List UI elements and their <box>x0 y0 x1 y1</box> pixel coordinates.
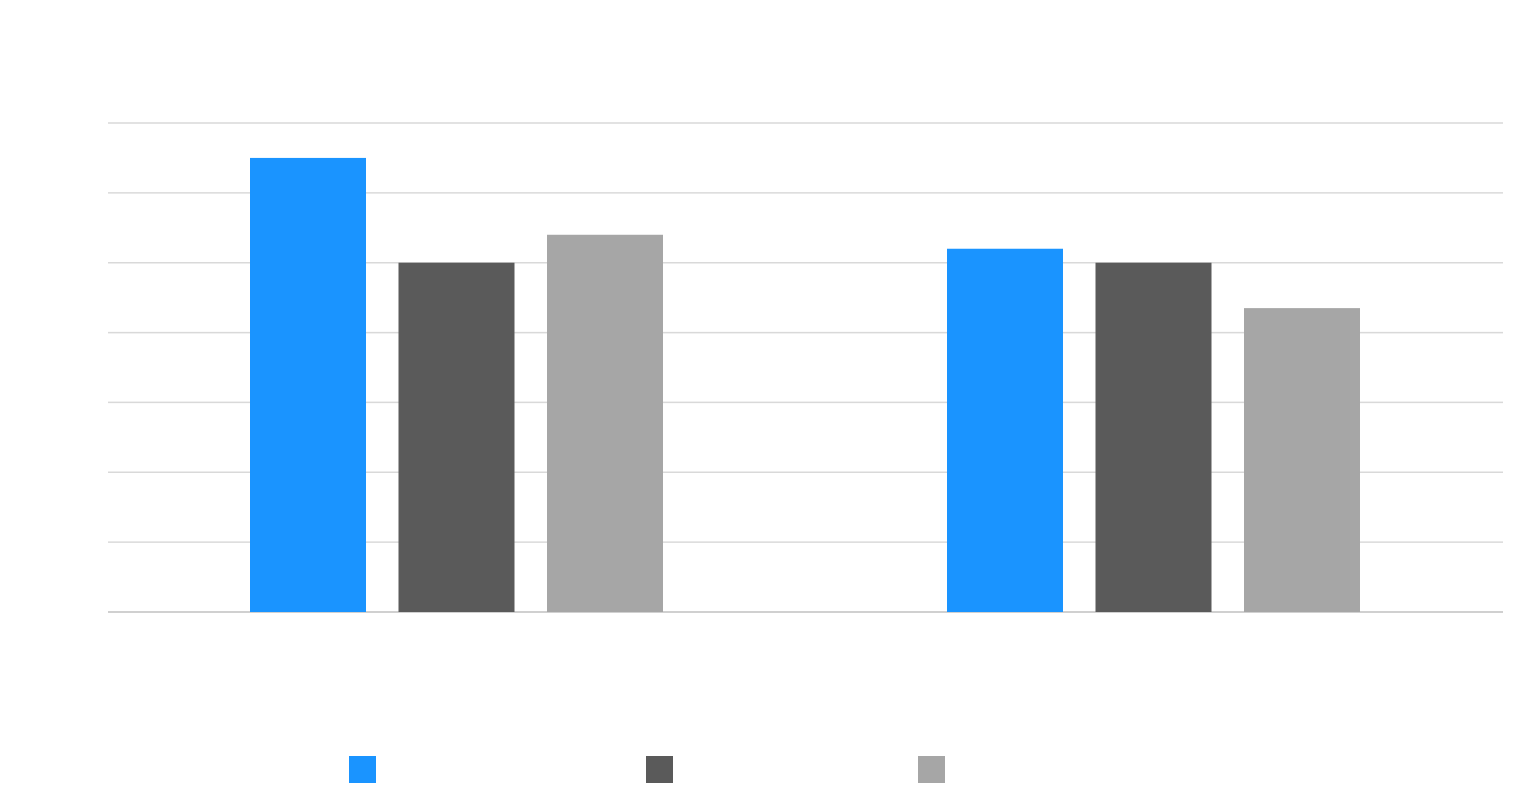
legend-swatch-series-1 <box>349 756 376 783</box>
bar-group-2-series-2 <box>1095 262 1212 612</box>
bar-group-2-series-3 <box>1244 308 1360 612</box>
bar-group-2-series-1 <box>947 248 1063 612</box>
bar-group-1-series-2 <box>398 262 515 612</box>
legend-swatch-series-3 <box>918 756 945 783</box>
legend <box>349 756 945 783</box>
bar-group-1-series-3 <box>547 234 663 612</box>
bar-group-1-series-1 <box>250 157 366 612</box>
bars <box>250 157 1360 612</box>
legend-swatch-series-2 <box>646 756 673 783</box>
